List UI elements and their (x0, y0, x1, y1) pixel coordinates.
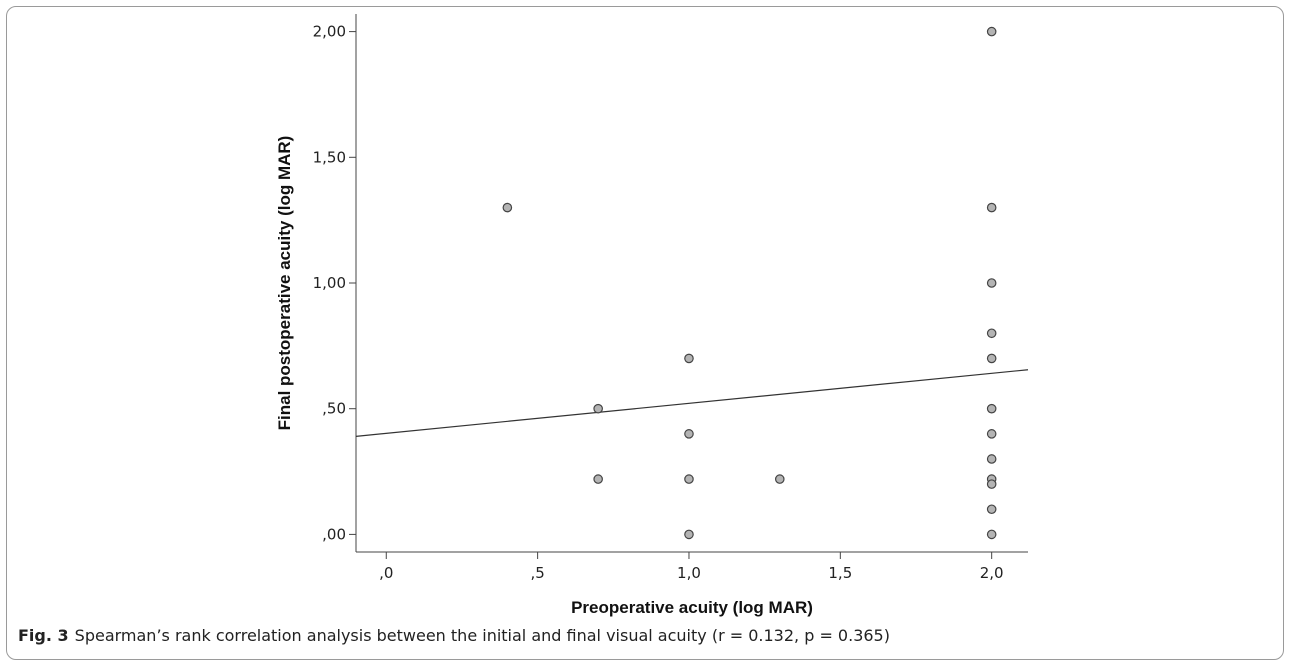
x-axis: ,0 ,5 1,0 1,5 2,0 (356, 551, 1028, 582)
data-point (684, 529, 694, 540)
data-point (986, 202, 997, 213)
data-point (986, 529, 997, 540)
x-tick-label: ,0 (379, 564, 393, 582)
data-point (986, 26, 997, 37)
regression-line (355, 369, 1029, 437)
caption-text: Spearman’s rank correlation analysis bet… (74, 626, 890, 645)
data-point (986, 429, 997, 439)
y-tick-label: ,50 (322, 400, 346, 418)
x-tick-label: 2,0 (980, 564, 1004, 582)
data-point (986, 479, 997, 489)
figure-frame (6, 6, 1284, 660)
data-point (986, 403, 997, 414)
data-point (593, 474, 603, 484)
regression-line-layer (355, 369, 1029, 437)
data-point (986, 504, 997, 515)
x-tick-label: 1,5 (828, 564, 852, 582)
x-tick-label: 1,0 (677, 564, 701, 582)
data-point (684, 429, 694, 439)
y-tick-label: ,00 (322, 525, 346, 543)
data-point (986, 454, 997, 464)
data-point (684, 474, 694, 484)
y-tick-label: 1,00 (313, 274, 346, 292)
data-point (986, 328, 997, 339)
data-point (684, 353, 694, 364)
data-point (502, 202, 513, 213)
y-axis-title: Final postoperative acuity (log MAR) (275, 136, 294, 431)
y-tick-label: 2,00 (313, 23, 346, 41)
figure-label: Fig. 3 (18, 626, 69, 645)
y-axis: ,00 ,50 1,00 1,50 2,00 (313, 14, 357, 552)
figure-caption: Fig. 3 Spearman’s rank correlation analys… (18, 626, 890, 645)
data-point (593, 403, 603, 414)
data-point (986, 278, 997, 288)
x-tick-label: ,5 (530, 564, 544, 582)
x-axis-title: Preoperative acuity (log MAR) (571, 598, 813, 617)
data-point (986, 353, 997, 364)
data-point (774, 474, 785, 484)
y-tick-label: 1,50 (313, 148, 346, 166)
data-points (502, 26, 997, 540)
